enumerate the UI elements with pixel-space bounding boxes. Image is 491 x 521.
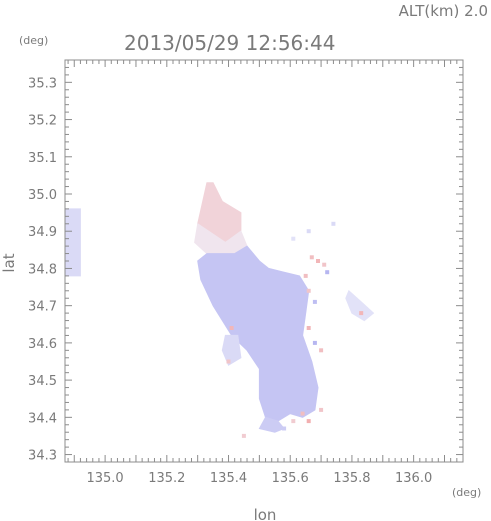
data-point-5 [325,270,330,275]
y-tick-label: 35.0 [28,188,57,203]
x-tick-label: 136.0 [395,471,432,486]
y-unit-label: (deg) [19,34,48,47]
data-point-0 [229,326,234,330]
data-point-4 [303,273,308,278]
y-tick-label: 34.6 [28,337,57,352]
data-point-15 [359,311,364,316]
x-tick-label: 135.2 [148,471,185,486]
data-point-11 [300,411,305,416]
data-point-17 [282,426,287,431]
data-point-13 [291,419,296,424]
region-west-edge-strip [64,208,81,277]
y-tick-label: 35.1 [28,151,57,166]
data-point-6 [306,288,311,293]
y-tick-label: 34.5 [28,374,57,389]
region-west-small-patch [221,334,242,366]
chart-title: 2013/05/29 12:56:44 [124,31,335,55]
data-point-21 [226,359,231,364]
y-tick-label: 34.4 [28,411,57,426]
data-point-8 [306,326,311,330]
data-layer [64,182,375,438]
y-tick-label: 35.2 [28,114,57,129]
x-unit-label: (deg) [452,486,481,499]
data-point-9 [312,340,317,345]
y-tick-label: 34.3 [28,449,57,464]
axis-layer: 135.0 135.2 135.4 135.6 135.8 136.0 34.3 34.4 34… [28,59,464,486]
x-tick-label: 135.0 [86,471,123,486]
region-south-lobe [258,416,285,433]
data-point-14 [319,407,324,412]
y-tick-label: 34.7 [28,300,57,315]
altitude-label: ALT(km) 2.0 [399,2,488,20]
data-point-12 [306,419,311,424]
y-tick-label: 34.8 [28,262,57,277]
x-tick-label: 135.6 [272,471,309,486]
data-point-2 [316,259,320,263]
data-point-3 [322,262,327,267]
y-axis-label: lat [0,253,18,272]
data-point-16 [241,433,246,438]
data-point-19 [331,221,336,226]
y-tick-label: 35.3 [28,76,57,91]
data-point-18 [306,229,311,234]
data-point-10 [319,348,324,353]
x-tick-label: 135.8 [333,471,370,486]
x-axis-label: lon [254,506,277,521]
y-tick-label: 34.9 [28,225,57,240]
data-point-20 [291,236,296,241]
region-northeast-patch [345,289,375,322]
data-point-7 [312,299,317,304]
data-point-1 [309,255,314,260]
region-main-body [197,245,319,422]
x-tick-label: 135.4 [210,471,247,486]
